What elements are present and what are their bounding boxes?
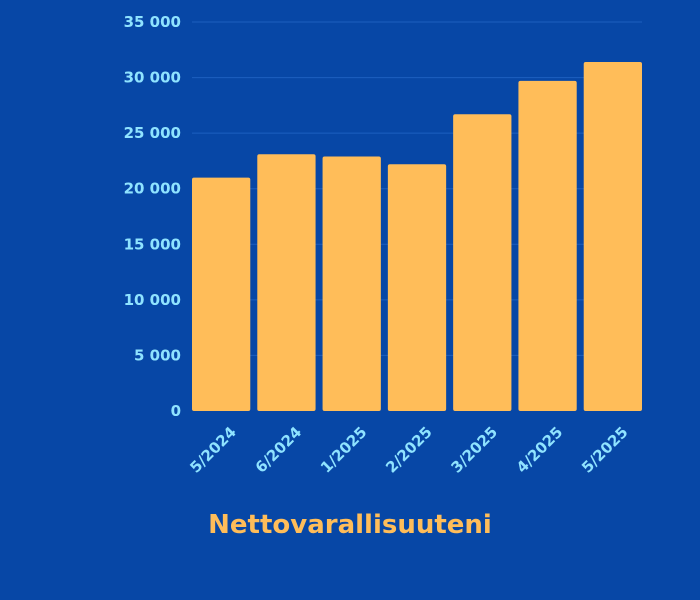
x-axis-ticks: 5/2024 6/2024 1/2025 2/2025 3/2025 4/2025 5/20… [186, 423, 631, 477]
y-tick-label: 25 000 [124, 124, 181, 142]
x-tick-label: 4/2025 [513, 423, 567, 477]
x-tick-label: 5/2025 [578, 423, 632, 477]
bar [453, 114, 512, 412]
bar-layer [192, 62, 642, 412]
bar [257, 154, 316, 411]
y-tick-label: 15 000 [124, 235, 181, 253]
x-tick-label: 1/2025 [317, 423, 371, 477]
x-tick-label: 5/2024 [186, 423, 240, 477]
bar [322, 156, 381, 411]
x-tick-label: 6/2024 [252, 423, 306, 477]
x-tick-label: 3/2025 [448, 423, 502, 477]
y-tick-label: 10 000 [124, 291, 181, 309]
x-tick-label: 2/2025 [382, 423, 436, 477]
y-tick-label: 20 000 [124, 180, 181, 198]
bar [192, 177, 251, 411]
chart-title: Nettovarallisuuteni [208, 510, 492, 540]
y-tick-label: 0 [171, 402, 181, 420]
bar [387, 164, 447, 411]
bar [518, 80, 577, 412]
y-tick-label: 35 000 [124, 13, 181, 31]
bar [583, 62, 642, 412]
y-axis-ticks: 0 5 000 10 000 15 000 20 000 25 000 30 000 35 0… [124, 13, 181, 420]
y-tick-label: 30 000 [124, 69, 181, 87]
y-tick-label: 5 000 [134, 346, 181, 364]
